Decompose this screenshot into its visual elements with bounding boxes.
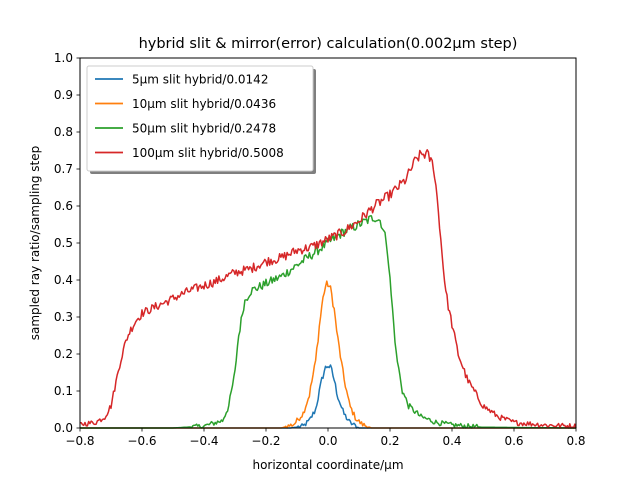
- y-tick-label: 0.7: [54, 162, 73, 176]
- x-tick-label: −0.4: [189, 434, 218, 448]
- legend-box: [86, 65, 314, 172]
- chart-title: hybrid slit & mirror(error) calculation(…: [139, 36, 518, 52]
- y-tick-label: 1.0: [54, 51, 73, 65]
- x-tick-label: 0.2: [380, 434, 399, 448]
- x-tick-label: 0.0: [318, 434, 337, 448]
- x-tick-label: 0.8: [566, 434, 585, 448]
- y-tick-label: 0.4: [54, 273, 73, 287]
- legend: 5μm slit hybrid/0.0142 10μm slit hybrid/0…: [86, 65, 316, 174]
- x-axis-label: horizontal coordinate/μm: [252, 458, 403, 472]
- y-tick-label: 0.1: [54, 384, 73, 398]
- y-tick-label: 0.6: [54, 199, 73, 213]
- y-tick-label: 0.3: [54, 310, 73, 324]
- y-tick-label: 0.5: [54, 236, 73, 250]
- x-tick-label: −0.8: [65, 434, 94, 448]
- y-tick-label: 0.2: [54, 347, 73, 361]
- y-axis-ticks: 0.0 0.1 0.2 0.3 0.4 0.5 0.6 0.7 0.8 0.9 1.0: [54, 51, 80, 435]
- legend-label: 50μm slit hybrid/0.2478: [132, 122, 276, 136]
- legend-label: 100μm slit hybrid/0.5008: [132, 146, 284, 160]
- series-line-3: [80, 215, 576, 429]
- legend-label: 5μm slit hybrid/0.0142: [132, 73, 268, 87]
- x-tick-label: 0.4: [442, 434, 461, 448]
- plot-lines: [79, 149, 577, 429]
- x-tick-label: −0.6: [127, 434, 156, 448]
- y-tick-label: 0.8: [54, 125, 73, 139]
- y-axis-label: sampled ray ratio/sampling step: [28, 146, 42, 341]
- y-tick-label: 0.0: [54, 421, 73, 435]
- legend-label: 10μm slit hybrid/0.0436: [132, 97, 276, 111]
- series-line-4: [79, 149, 577, 429]
- x-axis-ticks: −0.8 −0.6 −0.4 −0.2 0.0 0.2 0.4 0.6 0.8: [65, 428, 586, 448]
- y-tick-label: 0.9: [54, 88, 73, 102]
- x-tick-label: −0.2: [251, 434, 280, 448]
- series-line-2: [80, 280, 576, 429]
- x-tick-label: 0.6: [504, 434, 523, 448]
